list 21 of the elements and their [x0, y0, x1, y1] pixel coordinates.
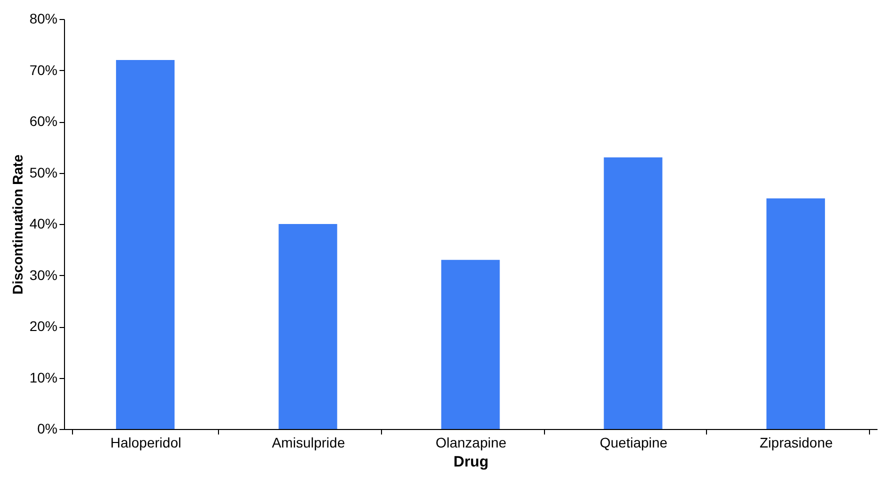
y-tick-label: 20%	[29, 318, 58, 334]
bar	[441, 260, 500, 429]
bar	[116, 60, 175, 429]
y-tick-label: 50%	[29, 164, 58, 180]
y-tick-label: 80%	[29, 10, 58, 26]
y-tick-label: 60%	[29, 113, 58, 129]
x-tick-label: Amisulpride	[272, 434, 346, 450]
x-tick-label: Quetiapine	[600, 434, 668, 450]
x-tick-label: Olanzapine	[436, 434, 507, 450]
y-axis-title: Discontinuation Rate	[9, 154, 26, 295]
bar	[766, 198, 825, 429]
y-tick-label: 0%	[37, 420, 58, 436]
y-tick-label: 30%	[29, 266, 58, 283]
y-tick-label: 70%	[29, 62, 58, 78]
x-tick-label: Haloperidol	[110, 434, 182, 450]
bar	[278, 224, 338, 429]
y-tick-label: 40%	[29, 216, 58, 232]
x-tick-label: Ziprasidone	[760, 434, 833, 450]
bar	[604, 157, 662, 429]
x-axis-title: Drug	[454, 454, 488, 470]
y-tick-label: 10%	[29, 369, 58, 386]
